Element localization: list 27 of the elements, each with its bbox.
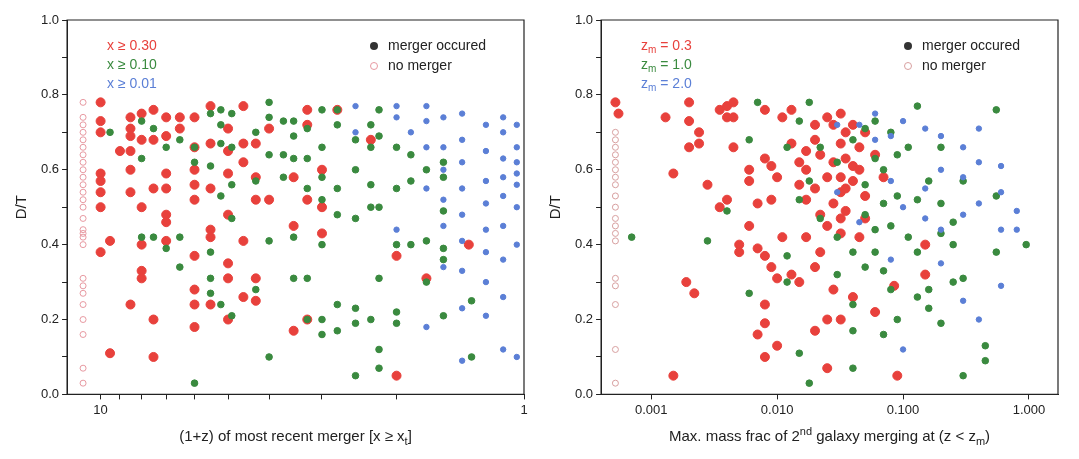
x-tick-label: 0.001 (634, 401, 668, 417)
legend-label: no merger (922, 56, 987, 73)
y-tick-label: 0.8 (574, 86, 594, 102)
y-tick-label: 0.4 (40, 236, 60, 252)
x-tick-label: 0.010 (760, 401, 794, 417)
y-tick-label: 0.2 (40, 311, 60, 327)
y-axis-title: D/T (546, 195, 564, 220)
x-tick-label: 1.000 (1012, 401, 1046, 417)
text: x ≥ 0.01 (107, 74, 157, 91)
text: x ≥ 0.10 (107, 55, 157, 72)
y-tick-label: 1.0 (40, 11, 60, 27)
y-axis-title: D/T (12, 195, 30, 220)
y-tick-label: 0.8 (40, 86, 60, 102)
text: x ≥ 0.30 (107, 36, 157, 53)
y-tick-label: 0.4 (574, 236, 594, 252)
y-tick-label: 0.6 (40, 161, 60, 177)
annotation: merger occured (922, 36, 1021, 53)
y-tick-label: 1.0 (574, 11, 594, 27)
y-tick-label: 0.0 (40, 385, 60, 401)
x-tick-label: 1 (520, 401, 528, 417)
x-tick-label: 0.100 (886, 401, 920, 417)
x-tick-label: 10 (93, 401, 108, 417)
legend-label: no merger (388, 56, 453, 73)
y-tick-label: 0.6 (574, 161, 594, 177)
y-tick-label: 0.2 (574, 311, 594, 327)
annotation: merger occured (388, 36, 487, 53)
y-tick-label: 0.0 (574, 385, 594, 401)
